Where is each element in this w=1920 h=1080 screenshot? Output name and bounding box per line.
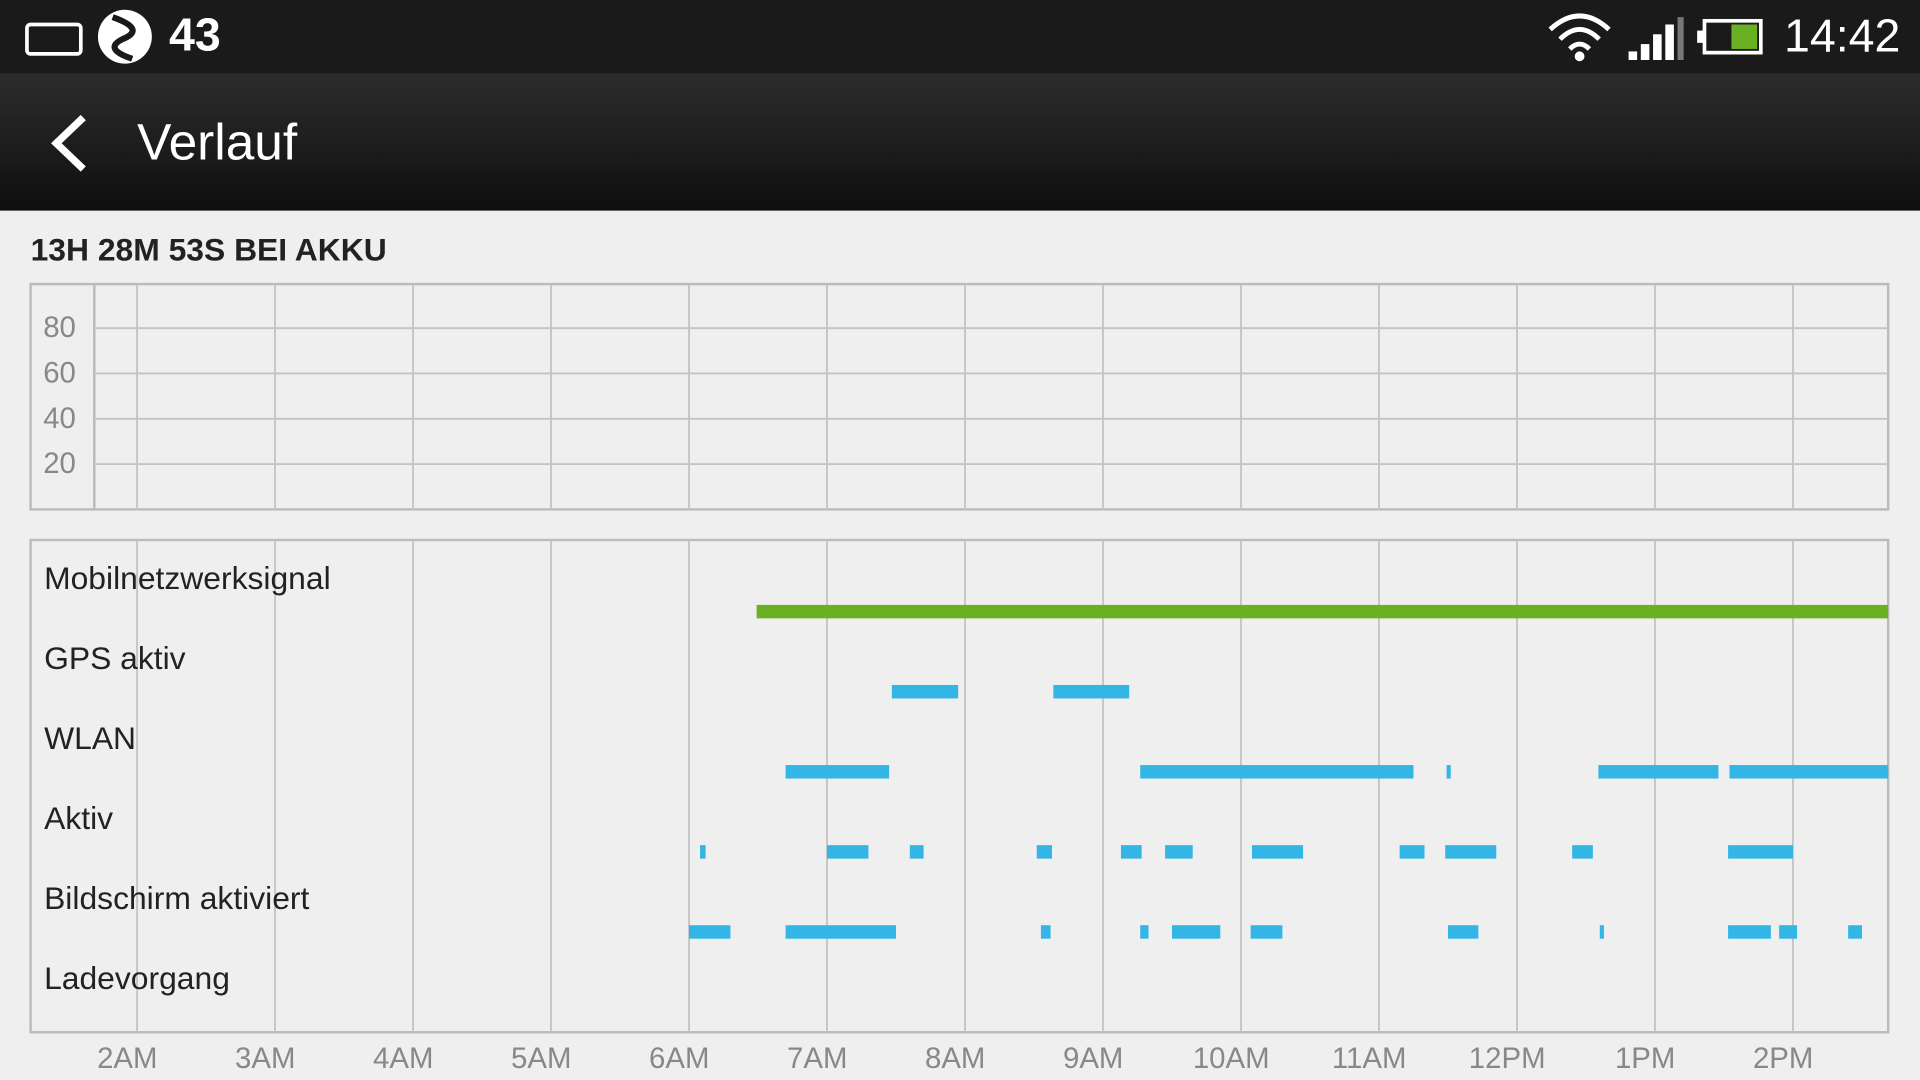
x-tick-label: 9AM xyxy=(1063,1042,1123,1075)
activity-label: GPS aktiv xyxy=(44,640,186,676)
activity-segment xyxy=(1140,765,1414,779)
activity-segment xyxy=(1140,925,1149,939)
activity-label: Bildschirm aktiviert xyxy=(44,880,309,916)
activity-segment xyxy=(1120,845,1142,859)
activity-panel xyxy=(29,538,1890,1034)
clock: 14:42 xyxy=(1784,9,1900,61)
y-tick-label: 40 xyxy=(43,402,76,435)
activity-segment xyxy=(1599,925,1604,939)
x-tick-label: 7AM xyxy=(787,1042,847,1075)
status-bar xyxy=(0,0,1920,74)
activity-segment xyxy=(1036,845,1052,859)
activity-segment xyxy=(1729,765,1889,779)
x-tick-label: 4AM xyxy=(373,1042,433,1075)
activity-segment xyxy=(909,845,924,859)
x-tick-label: 8AM xyxy=(925,1042,985,1075)
activity-segment xyxy=(785,925,897,939)
y-tick-label: 80 xyxy=(43,311,76,344)
x-tick-label: 2PM xyxy=(1753,1042,1813,1075)
back-button[interactable] xyxy=(51,114,86,172)
y-tick-label: 60 xyxy=(43,356,76,389)
signal-icon xyxy=(1628,17,1684,60)
activity-segment xyxy=(1447,925,1479,939)
activity-segment xyxy=(785,765,890,779)
activity-segment xyxy=(1252,845,1304,859)
activity-segment xyxy=(700,845,706,859)
action-bar xyxy=(0,73,1920,211)
activity-segment xyxy=(1572,845,1593,859)
activity-segment xyxy=(1848,925,1862,939)
activity-segment xyxy=(827,845,869,859)
activity-segment xyxy=(1446,765,1451,779)
x-tick-label: 6AM xyxy=(649,1042,709,1075)
activity-segment xyxy=(1165,845,1193,859)
page-title: Verlauf xyxy=(137,112,298,170)
notification-count: 43 xyxy=(169,8,221,60)
activity-label: Aktiv xyxy=(44,800,113,836)
activity-label: Mobilnetzwerksignal xyxy=(44,560,331,596)
battery-tip xyxy=(1697,30,1705,43)
activity-segment xyxy=(1445,845,1497,859)
activity-segment xyxy=(756,604,1889,619)
activity-segment xyxy=(1598,765,1719,779)
chart-title: 13H 28M 53S BEI AKKU xyxy=(31,232,387,268)
activity-segment xyxy=(1399,845,1425,859)
x-tick-label: 12PM xyxy=(1469,1042,1546,1075)
x-tick-label: 2AM xyxy=(97,1042,157,1075)
activity-segment xyxy=(689,925,731,939)
activity-segment xyxy=(1171,925,1221,939)
x-tick-label: 11AM xyxy=(1332,1042,1407,1075)
activity-label: WLAN xyxy=(44,720,136,756)
app-icon-glyph xyxy=(111,14,136,62)
wifi-dot xyxy=(1574,51,1585,62)
battery-panel xyxy=(29,282,1890,511)
x-tick-label: 3AM xyxy=(235,1042,295,1075)
activity-segment xyxy=(1040,925,1051,939)
activity-segment xyxy=(1053,684,1130,699)
x-tick-label: 5AM xyxy=(511,1042,571,1075)
activity-segment xyxy=(1779,925,1798,939)
notification-icon xyxy=(25,22,83,56)
activity-label: Ladevorgang xyxy=(44,960,230,996)
activity-segment xyxy=(1250,925,1283,939)
activity-segment xyxy=(891,684,959,699)
wifi-icon xyxy=(1548,13,1611,51)
y-tick-label: 20 xyxy=(43,447,76,480)
activity-segment xyxy=(1728,925,1771,939)
x-tick-label: 10AM xyxy=(1193,1042,1270,1075)
battery-level xyxy=(1731,24,1758,49)
activity-segment xyxy=(1728,845,1793,859)
x-tick-label: 1PM xyxy=(1615,1042,1675,1075)
